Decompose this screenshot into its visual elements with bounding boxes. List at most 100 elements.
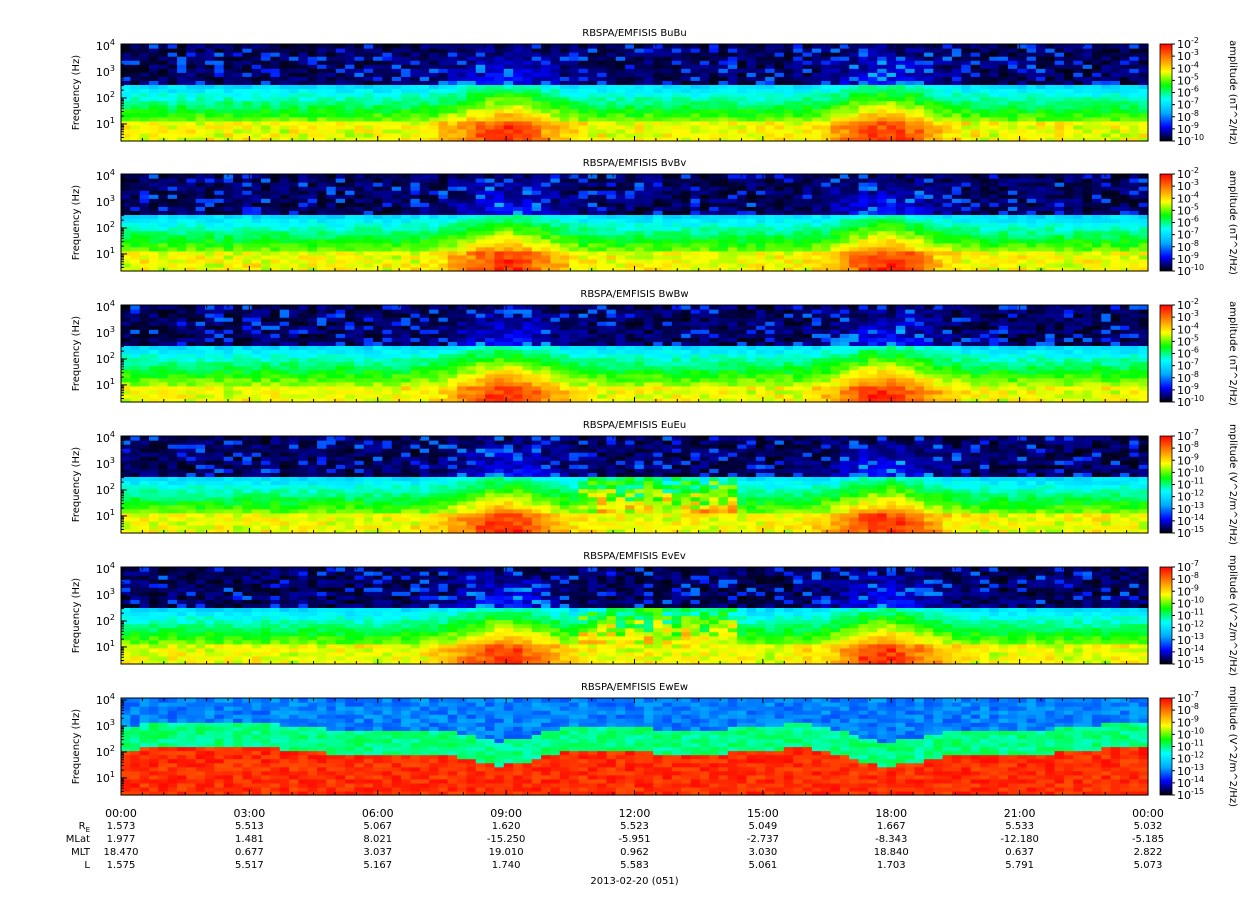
spectrogram-cell	[849, 109, 859, 114]
spectrogram-cell	[663, 259, 673, 264]
spectrogram-cell	[849, 52, 859, 57]
spectrogram-cell	[513, 182, 523, 187]
spectrogram-cell	[1045, 56, 1055, 61]
spectrogram-cell	[971, 251, 981, 256]
spectrogram-cell	[635, 64, 645, 69]
spectrogram-cell	[1139, 80, 1149, 85]
spectrogram-cell	[308, 247, 318, 252]
spectrogram-cell	[756, 117, 766, 122]
spectrogram-cell	[429, 223, 439, 228]
spectrogram-cell	[485, 84, 495, 89]
spectrogram-cell	[252, 247, 262, 252]
spectrogram-cell	[532, 210, 542, 215]
spectrogram-cell	[252, 93, 262, 98]
spectrogram-cell	[831, 109, 841, 114]
spectrogram-cell	[1045, 84, 1055, 89]
spectrogram-cell	[494, 251, 504, 256]
spectrogram-cell	[840, 206, 850, 211]
spectrogram-cell	[737, 239, 747, 244]
spectrogram-cell	[345, 198, 355, 203]
spectrogram-cell	[214, 56, 224, 61]
spectrogram-cell	[1045, 76, 1055, 81]
spectrogram-cell	[756, 84, 766, 89]
spectrogram-cell	[812, 68, 822, 73]
spectrogram-cell	[149, 263, 159, 268]
spectrogram-cell	[485, 239, 495, 244]
spectrogram-cell	[831, 223, 841, 228]
spectrogram-cell	[186, 206, 196, 211]
spectrogram-cell	[672, 60, 682, 65]
spectrogram-cell	[896, 88, 906, 93]
spectrogram-cell	[504, 235, 514, 240]
spectrogram-cell	[420, 60, 430, 65]
spectrogram-cell	[1008, 125, 1018, 130]
spectrogram-cell	[420, 56, 430, 61]
spectrogram-cell	[849, 101, 859, 106]
spectrogram-cell	[915, 247, 925, 252]
spectrogram-cell	[364, 88, 374, 93]
spectrogram-cell	[905, 88, 915, 93]
spectrogram-cell	[532, 263, 542, 268]
spectrogram-cell	[821, 255, 831, 260]
spectrogram-cell	[317, 247, 327, 252]
spectrogram-cell	[915, 97, 925, 102]
spectrogram-cell	[719, 194, 729, 199]
spectrogram-cell	[728, 117, 738, 122]
spectrogram-cell	[168, 259, 178, 264]
spectrogram-cell	[550, 239, 560, 244]
spectrogram-cell	[541, 93, 551, 98]
spectrogram-cell	[233, 190, 243, 195]
spectrogram-cell	[831, 206, 841, 211]
spectrogram-cell	[205, 263, 215, 268]
spectrogram-cell	[709, 239, 719, 244]
spectrogram-cell	[1055, 109, 1065, 114]
spectrogram-cell	[280, 259, 290, 264]
spectrogram-cell	[905, 56, 915, 61]
spectrogram-cell	[709, 263, 719, 268]
spectrogram-cell	[915, 202, 925, 207]
spectrogram-cell	[429, 235, 439, 240]
spectrogram-cell	[644, 76, 654, 81]
spectrogram-cell	[373, 259, 383, 264]
spectrogram-cell	[401, 214, 411, 219]
spectrogram-cell	[933, 174, 943, 179]
spectrogram-cell	[410, 206, 420, 211]
spectrogram-cell	[485, 64, 495, 69]
spectrogram-cell	[560, 113, 570, 118]
spectrogram-cell	[597, 194, 607, 199]
spectrogram-cell	[737, 218, 747, 223]
spectrogram-cell	[980, 109, 990, 114]
spectrogram-cell	[196, 105, 206, 110]
spectrogram-cell	[205, 198, 215, 203]
spectrogram-cell	[214, 93, 224, 98]
spectrogram-cell	[560, 109, 570, 114]
spectrogram-cell	[429, 93, 439, 98]
spectrogram-cell	[887, 125, 897, 130]
spectrogram-cell	[448, 93, 458, 98]
spectrogram-cell	[252, 255, 262, 260]
spectrogram-cell	[672, 259, 682, 264]
spectrogram-cell	[121, 239, 131, 244]
spectrogram-cell	[364, 109, 374, 114]
spectrogram-cell	[373, 198, 383, 203]
spectrogram-cell	[289, 68, 299, 73]
spectrogram-cell	[1111, 84, 1121, 89]
spectrogram-cell	[401, 202, 411, 207]
spectrogram-cell	[681, 113, 691, 118]
spectrogram-cell	[233, 88, 243, 93]
spectrogram-cell	[989, 84, 999, 89]
spectrogram-cell	[606, 113, 616, 118]
spectrogram-cell	[196, 263, 206, 268]
spectrogram-cell	[457, 64, 467, 69]
spectrogram-cell	[971, 48, 981, 53]
spectrogram-cell	[709, 68, 719, 73]
spectrogram-cell	[887, 214, 897, 219]
spectrogram-cell	[485, 235, 495, 240]
spectrogram-cell	[672, 121, 682, 126]
spectrogram-cell	[242, 247, 252, 252]
spectrogram-cell	[298, 186, 308, 191]
spectrogram-cell	[401, 247, 411, 252]
spectrogram-cell	[606, 223, 616, 228]
spectrogram-cell	[1055, 133, 1065, 138]
spectrogram-cell	[149, 80, 159, 85]
